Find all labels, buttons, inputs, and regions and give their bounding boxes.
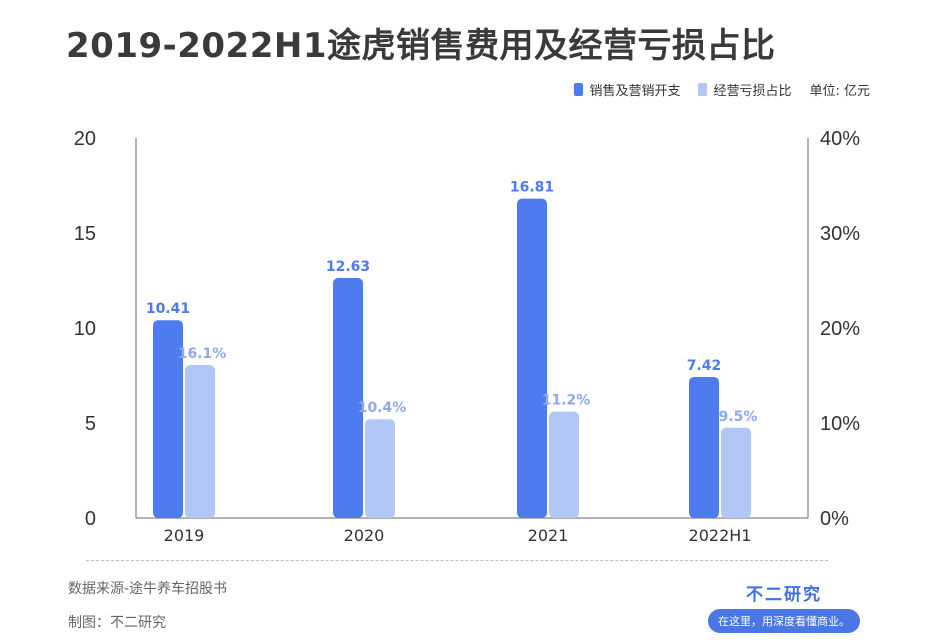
bar-series2 (185, 365, 215, 518)
legend-label-series1: 销售及营销开支 (589, 84, 681, 99)
x-tick-label: 2019 (164, 526, 205, 545)
bar-series1 (517, 198, 547, 519)
y-left-tick-label: 10 (74, 318, 96, 340)
bar-series1 (689, 377, 719, 518)
x-tick-label: 2021 (528, 526, 569, 545)
brand-name: 不二研究 (746, 585, 822, 605)
y-right-tick-label: 20% (820, 318, 860, 340)
made-by: 制图：不二研究 (68, 615, 166, 631)
legend-swatch-series1 (574, 83, 584, 96)
data-label-series2: 16.1% (178, 346, 227, 362)
y-right-tick-label: 40% (820, 128, 860, 150)
y-right-tick-label: 30% (820, 223, 860, 245)
x-tick-label: 2022H1 (689, 526, 752, 545)
unit-label: 单位: 亿元 (809, 84, 870, 99)
footer-divider (86, 560, 828, 561)
legend-item-series1: 销售及营销开支 (574, 80, 680, 99)
y-left-tick-label: 20 (74, 128, 96, 150)
x-tick-label: 2020 (344, 526, 385, 545)
brand-slogan: 在这里，用深度看懂商业。 (708, 609, 860, 633)
data-label-series1: 12.63 (326, 259, 370, 275)
data-label-series2: 10.4% (358, 400, 407, 416)
y-right-tick-label: 0% (820, 508, 849, 530)
data-label-series1: 7.42 (687, 358, 722, 374)
bar-series1 (153, 320, 183, 518)
data-label-series1: 10.41 (146, 301, 190, 317)
y-right-tick-label: 10% (820, 413, 860, 435)
legend-swatch-series2 (698, 83, 708, 96)
data-label-series2: 11.2% (542, 393, 591, 409)
legend-item-series2: 经营亏损占比 (698, 80, 791, 99)
bar-series1 (333, 278, 363, 518)
y-left-tick-label: 5 (85, 413, 96, 435)
data-label-series2: 9.5% (719, 409, 758, 425)
y-left-tick-label: 0 (85, 508, 96, 530)
bar-series2 (549, 411, 579, 518)
bar-series2 (721, 427, 751, 518)
chart-title: 2019-2022H1途虎销售费用及经营亏损占比 (66, 26, 776, 66)
y-left-tick-label: 15 (74, 223, 96, 245)
data-label-series1: 16.81 (510, 180, 554, 196)
bar-series2 (365, 419, 395, 518)
legend-label-series2: 经营亏损占比 (713, 84, 792, 99)
data-source: 数据来源-途牛养车招股书 (68, 581, 228, 597)
legend: 销售及营销开支 经营亏损占比 单位: 亿元 (574, 80, 870, 99)
brand-badge: 不二研究 在这里，用深度看懂商业。 (708, 580, 860, 633)
